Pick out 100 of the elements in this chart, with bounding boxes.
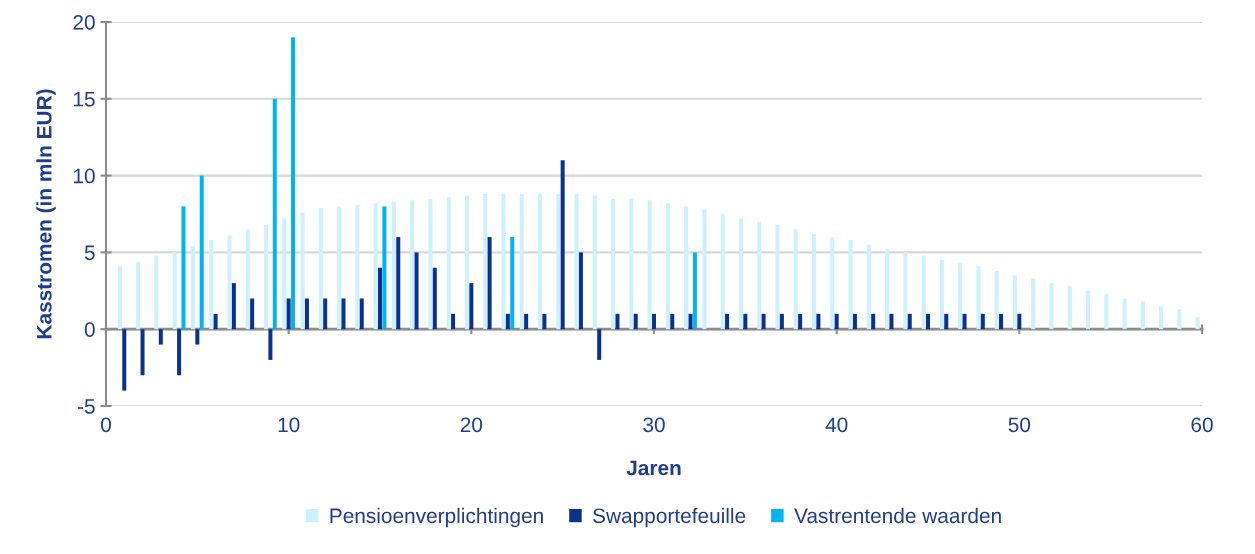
- bar: [994, 270, 999, 330]
- bar: [1067, 286, 1072, 330]
- bar: [1177, 309, 1182, 330]
- bar: [432, 267, 437, 330]
- bar: [925, 313, 931, 330]
- bar: [725, 313, 730, 330]
- bar: [816, 313, 821, 330]
- bar: [483, 194, 488, 330]
- bar: [245, 229, 250, 330]
- y-tick-label: -5: [77, 399, 95, 414]
- bar: [505, 313, 510, 330]
- bar: [574, 194, 579, 330]
- bar: [830, 237, 835, 330]
- bar: [889, 313, 894, 330]
- bar: [702, 209, 707, 330]
- bar: [451, 313, 456, 330]
- bar: [793, 229, 798, 330]
- bar: [377, 267, 383, 330]
- bar: [359, 298, 364, 330]
- bar: [907, 313, 912, 330]
- bar: [592, 195, 597, 330]
- bar: [286, 298, 291, 330]
- bar: [510, 237, 515, 330]
- bar: [1140, 301, 1145, 330]
- bar: [692, 252, 697, 330]
- bar: [852, 313, 857, 330]
- bar: [903, 252, 908, 330]
- bar: [798, 313, 803, 330]
- bar: [779, 313, 784, 330]
- bar: [761, 313, 766, 330]
- bar: [337, 206, 342, 330]
- bar: [414, 252, 419, 330]
- bar: [231, 283, 236, 330]
- bar: [611, 198, 616, 330]
- bar: [866, 244, 871, 330]
- bar: [1159, 306, 1164, 330]
- bar: [464, 195, 469, 330]
- bar: [323, 298, 328, 330]
- bar: [560, 160, 565, 330]
- bar: [158, 329, 163, 345]
- bar: [665, 203, 670, 330]
- x-tick-label: 30: [643, 417, 665, 433]
- x-tick-label: 10: [278, 417, 300, 433]
- bar: [190, 246, 195, 330]
- bar: [341, 298, 346, 330]
- bar: [172, 252, 177, 330]
- bar: [272, 98, 277, 330]
- bar: [410, 200, 415, 330]
- x-tick-label: 50: [1008, 417, 1031, 433]
- x-tick-label: 0: [101, 417, 111, 433]
- bar: [556, 194, 561, 330]
- bar: [538, 194, 543, 330]
- bar: [757, 221, 762, 330]
- y-axis-title: Kasstromen (in mln EUR): [36, 89, 56, 339]
- bar: [720, 214, 725, 330]
- bar: [195, 329, 200, 345]
- y-tick-label: 10: [74, 168, 95, 184]
- bar: [213, 313, 218, 330]
- x-tick-label: 40: [825, 417, 848, 433]
- bar: [446, 197, 451, 330]
- bar: [1195, 316, 1200, 330]
- bar: [980, 313, 985, 330]
- bar: [921, 255, 926, 330]
- bar: [391, 201, 396, 330]
- bar: [382, 206, 387, 330]
- bar: [117, 266, 122, 330]
- bar: [268, 329, 273, 360]
- bar: [304, 298, 309, 330]
- bar: [939, 260, 944, 330]
- bar: [684, 206, 689, 330]
- bar: [743, 313, 748, 330]
- bar: [181, 206, 186, 330]
- bar: [1122, 298, 1127, 330]
- bar: [177, 329, 182, 376]
- bar: [578, 252, 583, 330]
- bar: [1104, 293, 1109, 330]
- bar: [962, 313, 967, 330]
- y-tick-label: 15: [74, 92, 95, 107]
- bar: [670, 313, 675, 330]
- bar: [373, 203, 378, 330]
- bar: [291, 37, 296, 330]
- bar: [958, 263, 963, 330]
- bar: [629, 198, 634, 330]
- bar: [688, 313, 693, 330]
- y-tick-label: 5: [84, 245, 95, 261]
- bar: [1031, 278, 1036, 330]
- bar: [487, 237, 492, 330]
- bar: [264, 224, 269, 330]
- bar: [944, 313, 949, 330]
- bar: [1012, 275, 1017, 330]
- bar: [469, 283, 474, 330]
- bar: [633, 313, 638, 330]
- bar: [651, 313, 657, 330]
- bar: [885, 249, 890, 330]
- bar: [976, 266, 981, 330]
- bar: [999, 313, 1004, 330]
- bar: [1017, 313, 1022, 330]
- bar: [647, 200, 652, 330]
- bar: [834, 313, 839, 330]
- bar: [615, 313, 620, 330]
